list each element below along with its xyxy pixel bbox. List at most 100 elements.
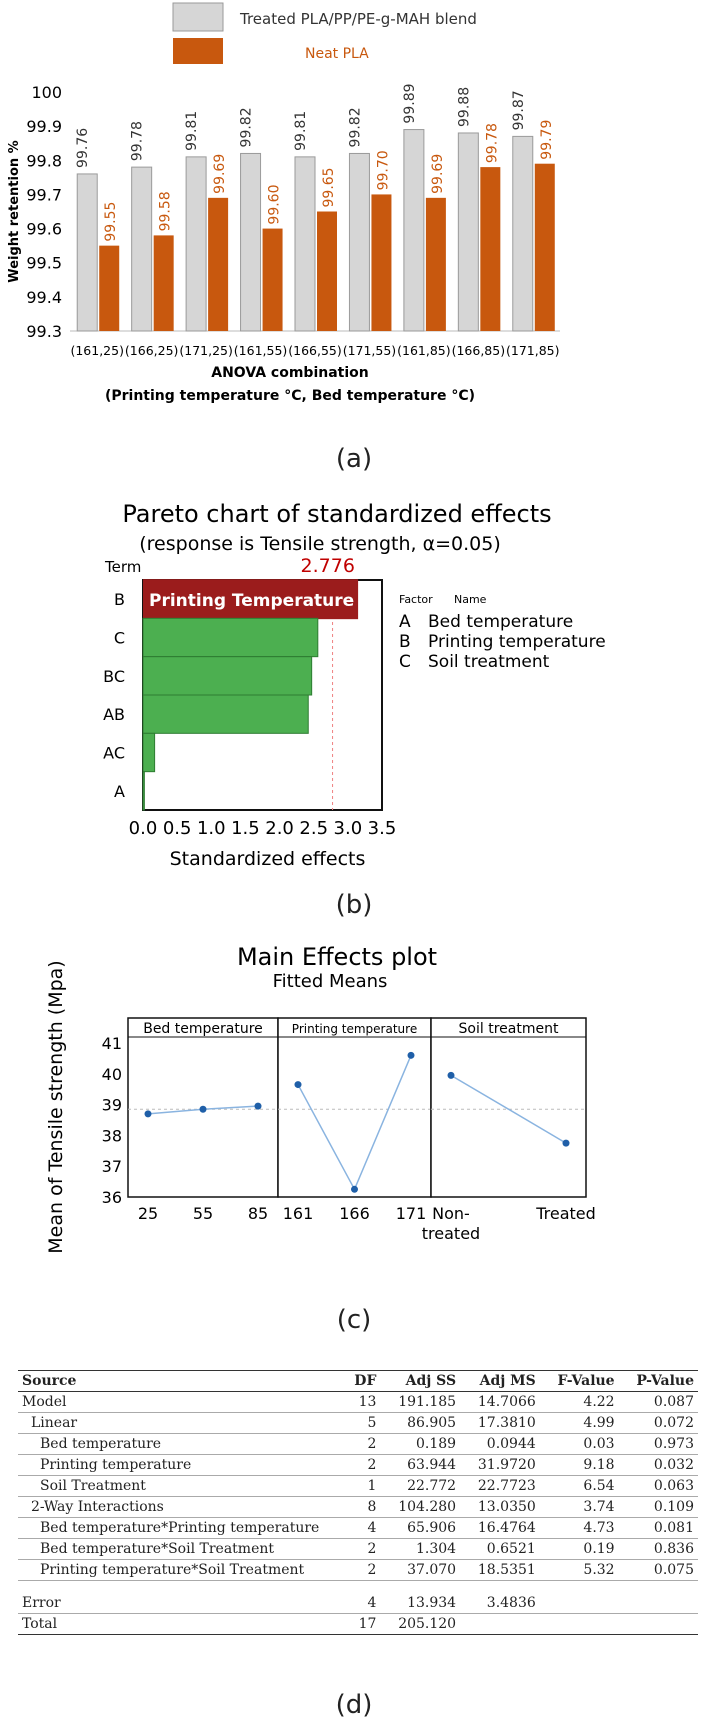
anova-value-cell: 3.4836 (460, 1580, 540, 1614)
anova-value-cell: 0.081 (618, 1517, 698, 1539)
anova-value-cell: 0.075 (618, 1559, 698, 1581)
anova-value-cell: 22.772 (380, 1475, 461, 1497)
anova-value-cell: 2 (344, 1538, 381, 1560)
chart-subtitle: (response is Tensile strength, α=0.05) (139, 533, 501, 555)
x-tick-label: 25 (138, 1204, 158, 1223)
bar-treated (512, 135, 534, 332)
x-axis-label: Standardized effects (170, 848, 366, 870)
y-axis-label: Mean of Tensile strength (Mpa) (45, 960, 67, 1253)
main-effect-point (294, 1081, 302, 1089)
facet-frame (430, 1017, 587, 1198)
term-label: C (114, 629, 125, 648)
data-label-treated: 99.82 (239, 107, 255, 147)
y-tick-label: 99.9 (26, 117, 62, 136)
anova-value-cell: 4.99 (539, 1412, 619, 1434)
bar-neat (262, 228, 283, 331)
anova-value-cell: 18.5351 (460, 1559, 540, 1581)
anova-value-cell: 31.9720 (460, 1454, 540, 1476)
data-label-neat: 99.79 (539, 120, 555, 160)
bar-treated (76, 173, 98, 332)
anova-source-cell: Printing temperature*Soil Treatment (18, 1559, 344, 1581)
anova-value-cell: 104.280 (380, 1496, 461, 1518)
bar-neat (371, 194, 392, 331)
highlight-bar-label: Printing Temperature (149, 591, 354, 611)
bar-neat (534, 163, 555, 331)
x-tick-label: 1.0 (197, 818, 226, 839)
bar-treated (185, 156, 207, 332)
data-label-treated: 99.88 (456, 87, 472, 127)
x-tick-label: (161,55) (234, 343, 288, 358)
anova-value-cell (618, 1580, 698, 1614)
term-label: AC (103, 744, 125, 763)
x-axis-sublabel: (Printing temperature °C, Bed temperatur… (105, 388, 475, 404)
y-tick-label: 99.3 (26, 322, 62, 341)
anova-value-cell: 0.032 (618, 1454, 698, 1476)
anova-value-cell: 63.944 (380, 1454, 461, 1476)
x-tick-label: 166 (339, 1204, 370, 1223)
y-tick-label: 38 (102, 1126, 122, 1145)
name-header: Name (454, 593, 487, 606)
y-tick-label: 41 (102, 1034, 122, 1053)
anova-value-cell: 205.120 (380, 1613, 461, 1635)
anova-value-cell: 1 (344, 1475, 381, 1497)
data-label-neat: 99.78 (484, 123, 500, 163)
anova-value-cell: 0.03 (539, 1433, 619, 1455)
x-tick-label: 2.5 (299, 818, 328, 839)
x-tick-label: (166,25) (125, 343, 179, 358)
y-tick-label: 99.8 (26, 151, 62, 170)
y-tick-label: 99.6 (26, 220, 62, 239)
legend-swatch-neat (173, 38, 223, 64)
legend-swatch-treated (172, 2, 224, 32)
col-df: DF (344, 1370, 381, 1392)
anova-value-cell: 2 (344, 1454, 381, 1476)
anova-value-cell: 0.189 (380, 1433, 461, 1455)
y-tick-label: 37 (102, 1157, 122, 1176)
bar-neat (480, 167, 501, 331)
anova-row: Printing temperature*Soil Treatment 2 37.0… (18, 1559, 698, 1581)
pareto-bar (142, 771, 145, 811)
main-effect-point (407, 1051, 415, 1059)
col-source: Source (18, 1370, 344, 1392)
anova-value-cell: 86.905 (380, 1412, 461, 1434)
col-f-value: F-Value (539, 1370, 619, 1392)
anova-value-cell: 22.7723 (460, 1475, 540, 1497)
anova-value-cell: 0.072 (618, 1412, 698, 1434)
y-tick-label: 36 (102, 1188, 122, 1207)
bar-neat (208, 197, 229, 331)
x-tick-label: 1.5 (231, 818, 260, 839)
chart-title: Main Effects plot (237, 943, 437, 971)
data-label-treated: 99.82 (347, 107, 363, 147)
bar-treated (294, 156, 316, 332)
bar-treated (457, 132, 479, 332)
factor-code: B (399, 632, 411, 652)
bar-neat (425, 197, 446, 331)
anova-value-cell: 14.7066 (460, 1391, 540, 1413)
bar-neat (153, 235, 174, 331)
data-label-treated: 99.89 (402, 83, 418, 123)
x-tick-label: (161,85) (397, 343, 451, 358)
bar-neat (317, 211, 337, 331)
anova-value-cell (618, 1613, 698, 1635)
x-tick-label: 85 (248, 1204, 268, 1223)
anova-value-cell: 0.063 (618, 1475, 698, 1497)
facet-frame (277, 1017, 432, 1198)
panel-b-caption: (b) (335, 890, 373, 920)
y-tick-label: 99.7 (26, 185, 62, 204)
data-label-neat: 99.69 (430, 154, 446, 194)
anova-row: Linear 5 86.905 17.3810 4.99 0.072 (18, 1412, 698, 1434)
anova-source-cell: 2-Way Interactions (18, 1496, 344, 1518)
anova-source-cell: Bed temperature (18, 1433, 344, 1455)
main-effect-point (144, 1110, 152, 1118)
anova-value-cell: 0.6521 (460, 1538, 540, 1560)
y-tick-label: 40 (102, 1065, 122, 1084)
anova-source-cell: Linear (18, 1412, 344, 1434)
factor-name: Soil treatment (428, 652, 550, 672)
anova-row: Bed temperature*Printing temperature 4 65.… (18, 1517, 698, 1539)
panel-c-caption: (c) (336, 1305, 372, 1335)
pareto-bar (142, 656, 313, 696)
anova-source-cell: Bed temperature*Printing temperature (18, 1517, 344, 1539)
main-effect-point (351, 1185, 358, 1193)
anova-row: Printing temperature 2 63.944 31.9720 9.18 0.… (18, 1454, 698, 1476)
data-label-neat: 99.58 (158, 191, 174, 231)
